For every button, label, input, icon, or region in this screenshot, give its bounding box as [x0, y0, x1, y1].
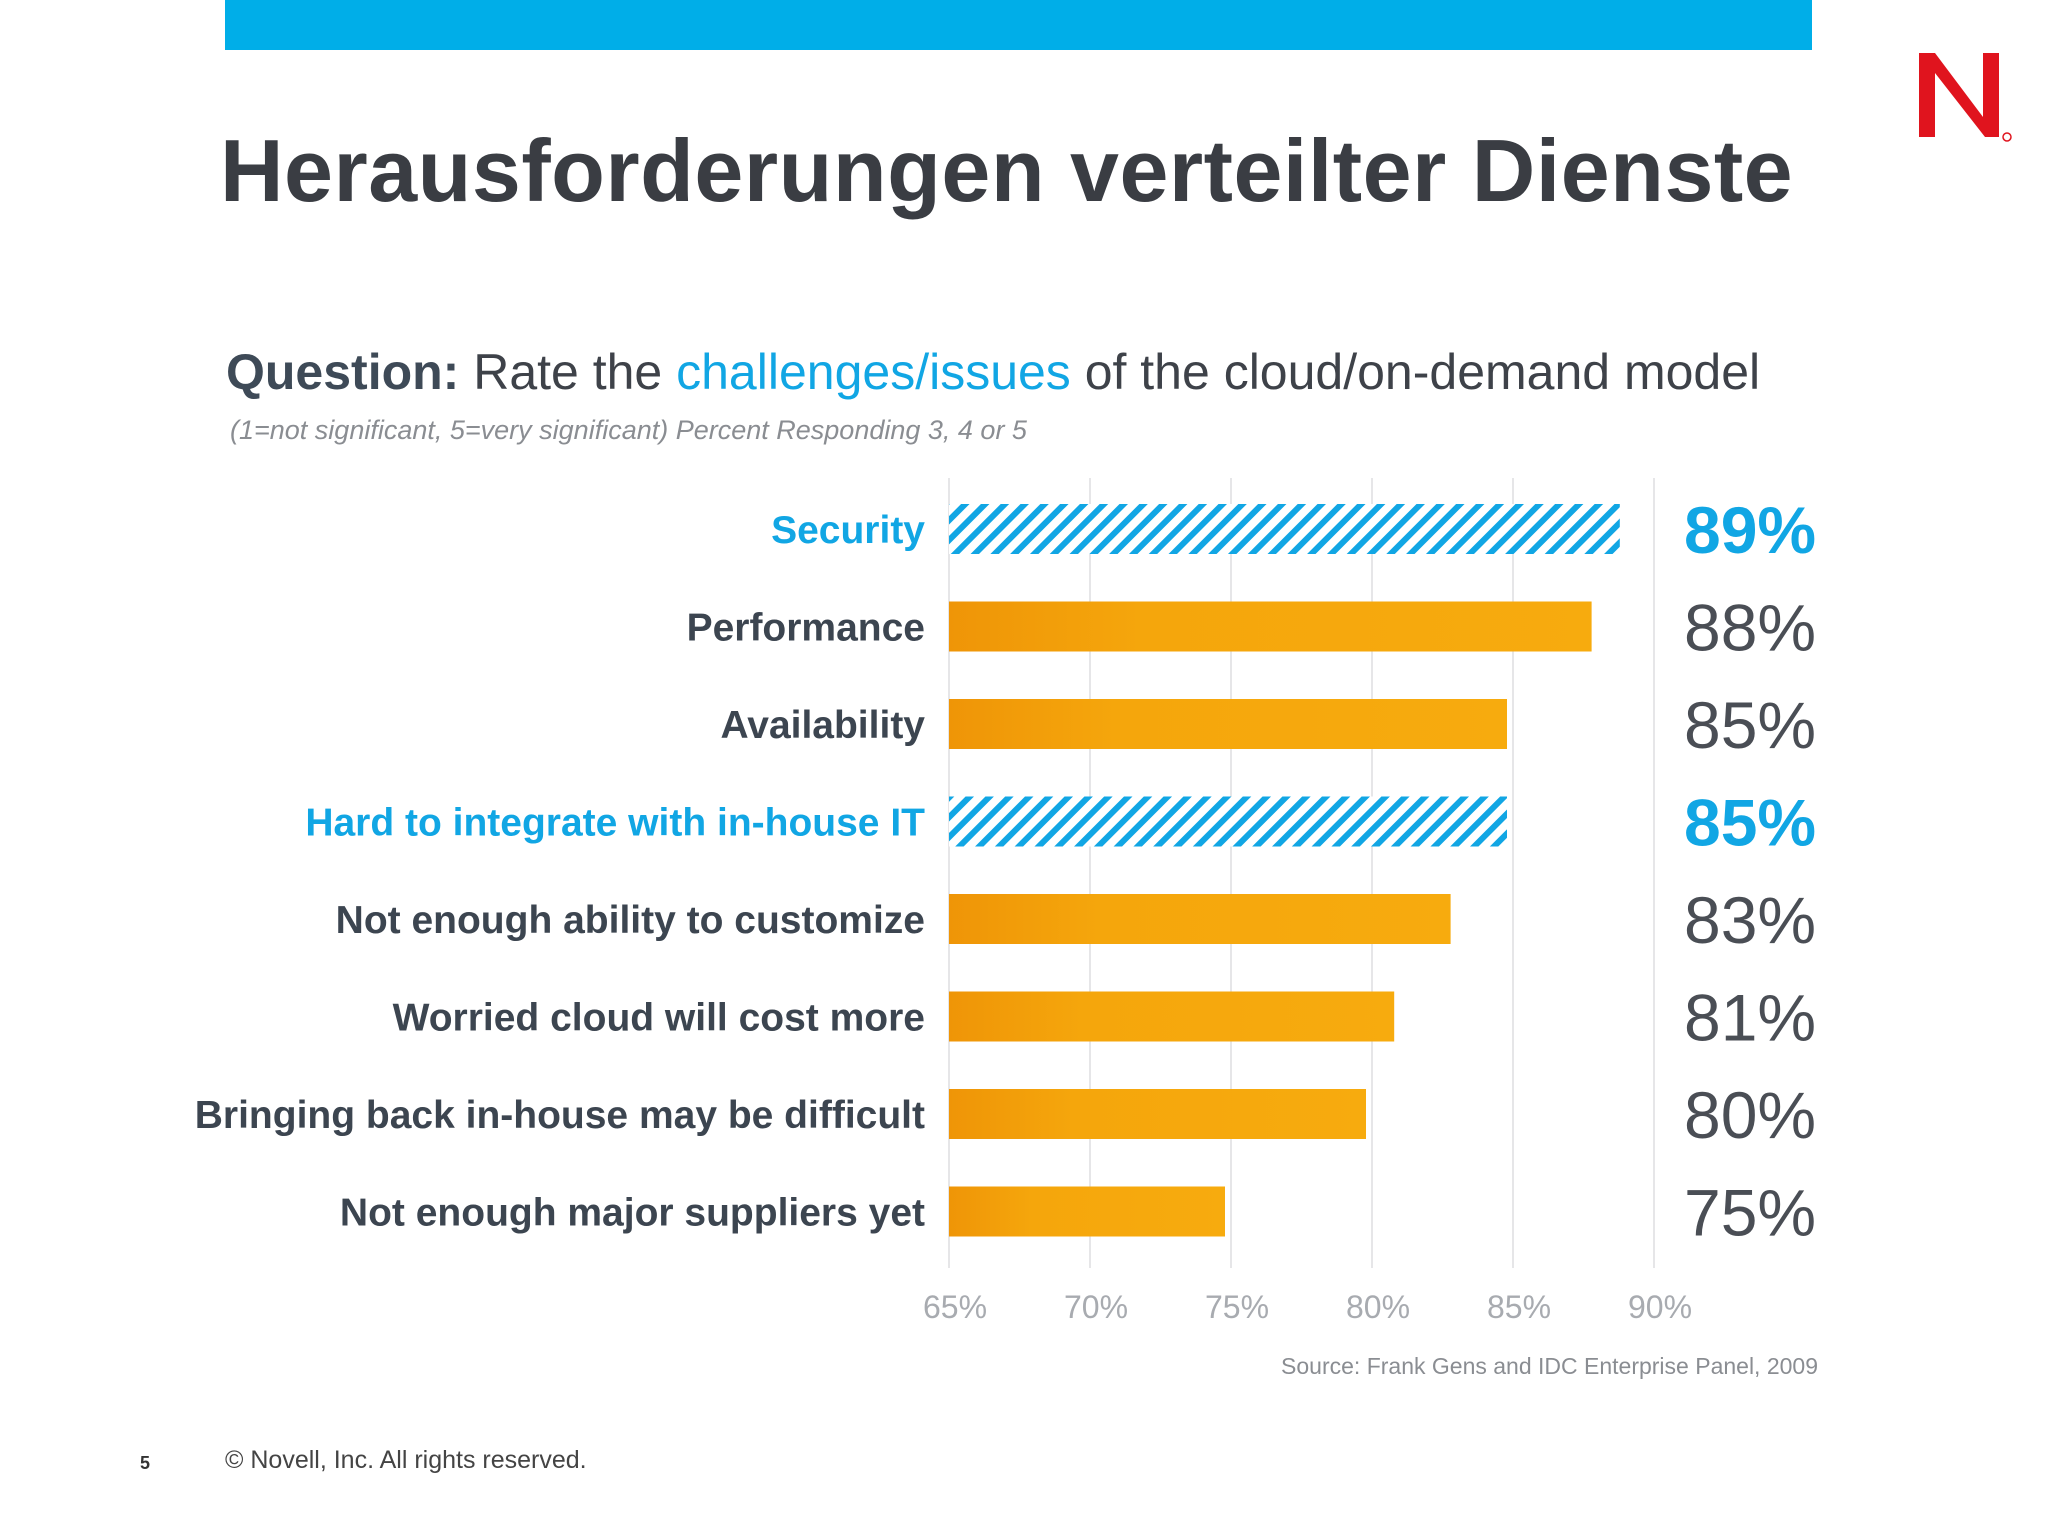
category-label: Availability	[721, 704, 926, 747]
bar	[949, 699, 1507, 749]
question-highlight: challenges/issues	[676, 344, 1071, 400]
question-note: (1=not significant, 5=very significant) …	[230, 415, 1027, 445]
question: Question: Rate the challenges/issues of …	[226, 343, 1760, 401]
question-label: Question:	[226, 344, 460, 400]
value-label: 80%	[1684, 1078, 1816, 1152]
page-title: Herausforderungen verteilter Dienste	[220, 121, 1794, 220]
value-label: 89%	[1684, 493, 1816, 567]
value-label: 85%	[1684, 688, 1816, 762]
x-tick-label: 65%	[923, 1289, 987, 1325]
source-note: Source: Frank Gens and IDC Enterprise Pa…	[1281, 1353, 1818, 1379]
novell-logo	[1919, 53, 2012, 142]
bar	[949, 796, 1507, 847]
question-text: Rate the	[459, 344, 677, 400]
value-label: 75%	[1684, 1176, 1816, 1250]
category-label: Not enough major suppliers yet	[340, 1192, 925, 1235]
question-text-end: of the cloud/on-demand model	[1070, 344, 1761, 400]
category-label: Hard to integrate with in-house IT	[305, 802, 925, 845]
bar	[949, 991, 1395, 1042]
category-label: Not enough ability to customize	[336, 899, 925, 942]
x-tick-label: 90%	[1628, 1289, 1692, 1325]
bar	[949, 1186, 1225, 1237]
x-tick-label: 75%	[1205, 1289, 1269, 1325]
bar	[949, 504, 1620, 554]
copyright: © Novell, Inc. All rights reserved.	[225, 1446, 587, 1474]
x-tick-label: 80%	[1346, 1289, 1410, 1325]
bar	[949, 1089, 1366, 1139]
category-label: Worried cloud will cost more	[393, 997, 925, 1040]
x-tick-label: 85%	[1487, 1289, 1551, 1325]
value-label: 85%	[1684, 786, 1816, 860]
value-label: 88%	[1684, 591, 1816, 665]
page-number: 5	[140, 1453, 151, 1473]
bar	[949, 601, 1592, 652]
x-tick-label: 70%	[1064, 1289, 1128, 1325]
category-label: Performance	[687, 607, 925, 650]
top-accent-bar	[225, 0, 1812, 50]
bar	[949, 894, 1451, 944]
category-label: Security	[771, 509, 925, 552]
value-label: 83%	[1684, 883, 1816, 957]
value-label: 81%	[1684, 981, 1816, 1055]
category-label: Bringing back in-house may be difficult	[195, 1094, 925, 1137]
